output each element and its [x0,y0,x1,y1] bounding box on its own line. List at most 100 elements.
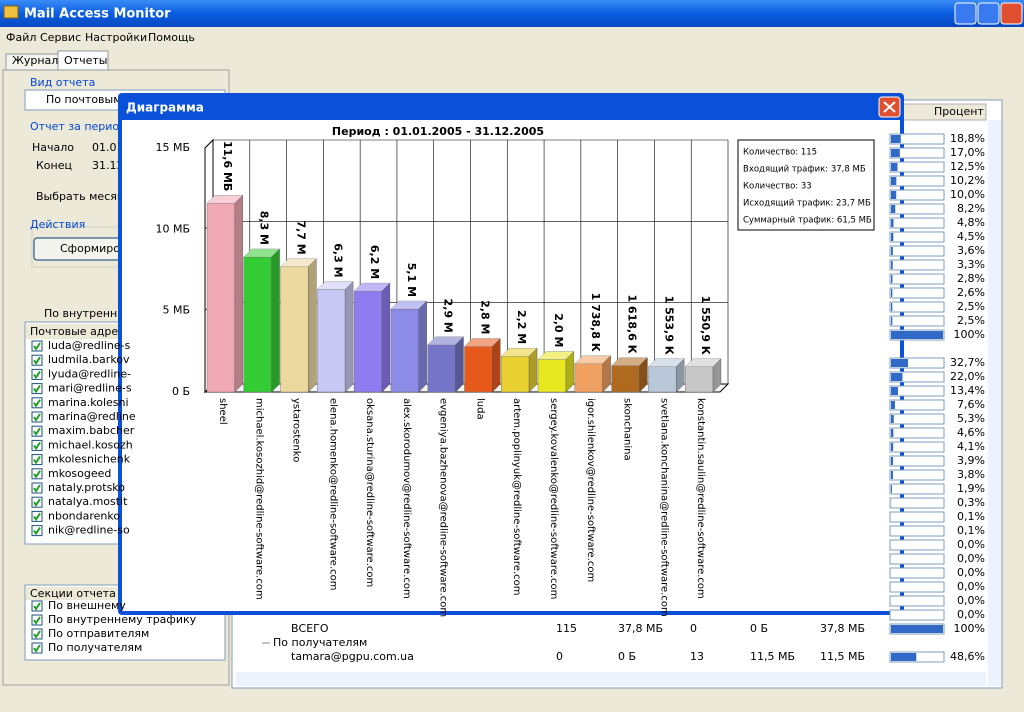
progress-box [889,385,945,397]
menu-item[interactable]: Сервис [40,31,81,44]
list-item[interactable]: lyuda@redline- [48,367,131,380]
group-label: Отчет за период [30,120,127,133]
table-cell: 11,5 МБ [750,650,795,663]
close-x [883,101,896,113]
bar-side [234,194,243,393]
check-mark [33,427,41,437]
progress-box [889,245,945,257]
button-text[interactable]: Сформиров [60,242,126,255]
list-item[interactable]: nik@redline-so [48,524,130,537]
bar-side-shade [565,351,574,392]
tree-group: По получателям [273,636,367,649]
tab-label[interactable]: Отчеты [64,54,107,67]
x-tick-label: sheel [217,398,228,425]
percent: 17,0% [950,146,985,159]
check-mark [33,441,41,451]
progress-box [889,497,945,509]
menu-item[interactable]: Файл [6,31,36,44]
bar-top-shade [317,281,354,290]
list-item[interactable]: ludmila.barkov [48,353,130,366]
menu-item[interactable]: Настройки [85,31,147,44]
percent: 4,1% [957,440,985,453]
scrollbar[interactable] [988,120,1001,686]
list-item[interactable]: По получателям [48,641,142,654]
info-box [737,139,875,231]
minimize-button[interactable] [954,2,977,25]
check-mark [33,456,41,465]
table-cell: 0 Б [750,622,768,635]
x-tick-label: sergey.kovalenko@redline-software.com [548,398,559,599]
progress-box [889,539,945,551]
list-item[interactable]: По внешнему [48,599,126,612]
list-item[interactable]: marina@redline [48,410,136,423]
list-item[interactable]: marina.kolesni [48,396,129,409]
bar-top-shade [243,248,280,257]
check-mark [33,370,41,380]
label: Начало [32,141,74,154]
progress-box [889,231,945,243]
list-item[interactable]: mkosogeed [48,467,111,480]
info-line: Количество: 33 [743,182,812,192]
progress-bar [891,247,893,255]
bar-top-shade [354,283,390,292]
close-button[interactable] [1000,2,1023,25]
value-label: 6,3 М [331,243,344,277]
bar-top-shade [390,301,427,310]
progress-box [889,609,945,621]
tab[interactable] [57,50,109,71]
percent: 22,0% [950,370,985,383]
percent: 2,8% [957,272,985,285]
list-item[interactable]: nataly.protsko [48,481,125,494]
bar-side-shade [529,348,538,392]
h-scrollbar[interactable] [236,672,986,686]
bar [464,346,493,393]
progress-box [889,273,945,285]
progress-bar [891,149,900,157]
bar-side [344,281,354,393]
list-item[interactable]: luda@redline-s [48,339,131,352]
percent: 2,5% [957,300,985,313]
progress-box [889,301,945,313]
bar [353,290,383,393]
progress-box [889,595,945,607]
progress-bar [891,331,943,339]
bar-side [565,350,575,393]
list-item[interactable]: nbondarenko [48,509,120,522]
progress-box [889,455,945,467]
list-item[interactable]: mkolesnichenk [48,453,131,466]
button-text[interactable]: Выбрать месяц [36,190,124,203]
y-tick-label: 10 МБ [155,222,190,235]
value-label: 1 553,9 К [662,296,675,355]
list-item[interactable]: maxim.babcher [48,424,135,437]
list-item[interactable]: natalya.mostit [48,495,128,508]
progress-box [889,259,945,271]
bar-top-shade [280,258,317,267]
progress-bar [891,443,894,451]
maximize-button[interactable] [977,2,1000,25]
bar-side-shade [271,248,280,392]
percent: 12,5% [950,160,985,173]
percent: 0,1% [957,510,985,523]
progress-bar [891,429,894,437]
progress-bar [891,289,893,297]
progress-bar [891,177,897,185]
percent: 0,0% [957,552,985,565]
bar [243,256,272,393]
tab-label[interactable]: Журнал [12,54,58,67]
percent: 0,0% [957,538,985,551]
bar [206,203,235,393]
list-item[interactable]: По отправителям [48,627,149,640]
progress-bar [891,625,943,633]
value-label: 2,2 М [515,310,528,344]
percent: 3,9% [957,454,985,467]
progress-box [889,315,945,327]
list-item[interactable]: mari@redline-s [48,382,132,395]
x-tick-label: svetlana.konchanina@redline-software.com [658,398,669,617]
table-cell: ВСЕГО [291,622,329,635]
menu-item[interactable]: Помощь [148,31,195,44]
list-item[interactable]: По внутреннему трафику [48,613,197,626]
bar-side-shade [234,195,243,392]
bar-side-shade [492,338,501,392]
list-item[interactable]: michael.kosozh [48,438,133,451]
